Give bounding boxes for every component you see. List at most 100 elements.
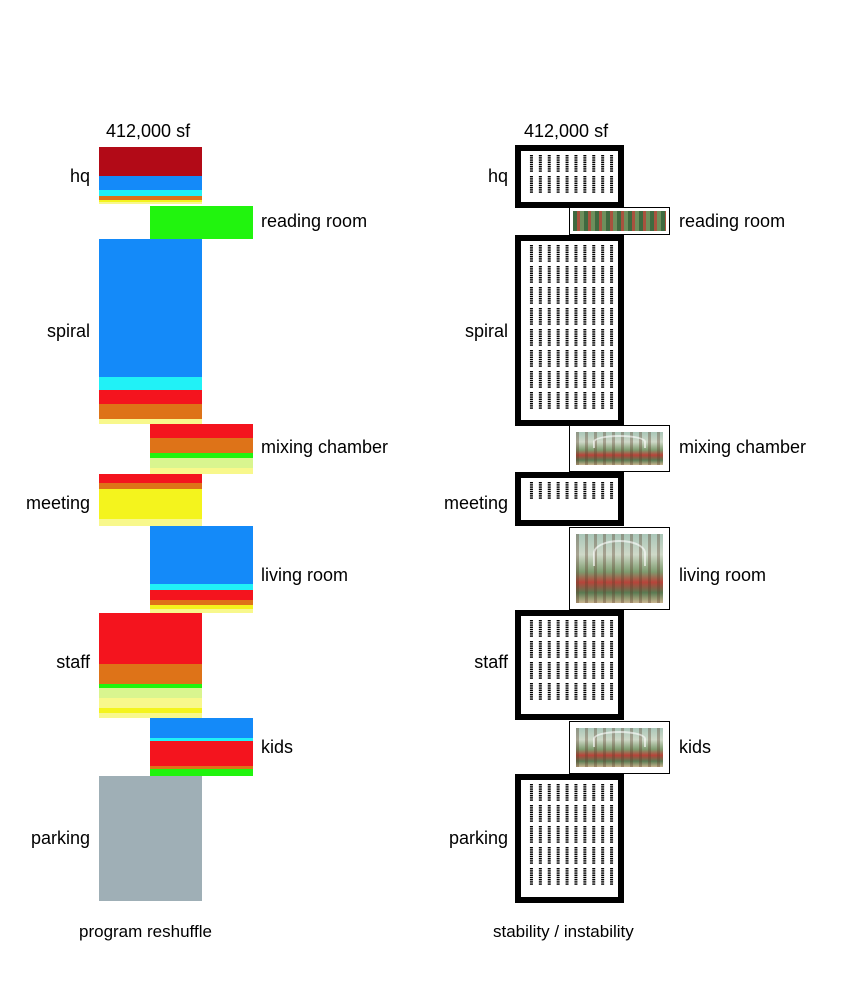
book-mark [574, 352, 578, 354]
book-mark [556, 694, 560, 696]
book-mark [592, 358, 596, 361]
book-mark [583, 696, 587, 698]
book-mark [610, 647, 614, 649]
book-mark [538, 675, 542, 677]
book-mark [601, 316, 605, 319]
book-mark [538, 698, 542, 700]
book-mark [556, 187, 560, 189]
book-mark [583, 170, 587, 172]
book-mark [538, 683, 542, 685]
book-mark [592, 249, 596, 251]
book-mark [538, 247, 542, 249]
book-mark [592, 251, 596, 253]
book-mark [583, 683, 587, 685]
book-mark [610, 685, 614, 687]
left-label-kids: kids [261, 737, 294, 757]
book-mark [538, 872, 542, 874]
book-mark [583, 256, 587, 258]
book-mark [538, 664, 542, 666]
book-mark [574, 662, 578, 664]
book-mark [610, 321, 614, 323]
book-mark [565, 820, 569, 822]
book-mark [583, 855, 587, 858]
book-mark [592, 302, 596, 304]
book-mark [574, 155, 578, 157]
book-mark [565, 310, 569, 312]
book-mark [610, 245, 614, 247]
book-mark [601, 834, 605, 837]
book-mark [574, 293, 578, 295]
book-mark [529, 876, 533, 879]
book-mark [592, 664, 596, 666]
book-mark [601, 176, 605, 178]
book-mark [592, 344, 596, 346]
book-mark [592, 851, 596, 853]
book-mark [556, 624, 560, 626]
hq-stripe [99, 147, 202, 176]
book-mark [556, 490, 560, 493]
book-mark [610, 340, 614, 342]
book-mark [538, 849, 542, 851]
book-mark [538, 377, 542, 379]
book-mark [565, 834, 569, 837]
mixing-chamber-stripe [150, 468, 253, 474]
book-mark [592, 790, 596, 792]
book-mark [529, 323, 533, 325]
book-mark [529, 270, 533, 272]
book-mark [601, 696, 605, 698]
book-mark [601, 497, 605, 499]
book-mark [592, 168, 596, 170]
book-mark [601, 155, 605, 157]
book-mark [610, 394, 614, 396]
book-mark [529, 788, 533, 790]
book-mark [583, 316, 587, 319]
book-mark [529, 373, 533, 375]
book-mark [556, 841, 560, 843]
book-mark [565, 344, 569, 346]
book-mark [592, 635, 596, 637]
book-mark [556, 184, 560, 187]
book-mark [610, 662, 614, 664]
book-mark [565, 274, 569, 277]
book-mark [547, 373, 551, 375]
book-mark [574, 683, 578, 685]
book-mark [601, 182, 605, 184]
book-mark [547, 482, 551, 484]
book-mark [538, 270, 542, 272]
book-mark [592, 170, 596, 172]
book-mark [529, 797, 533, 799]
book-mark [610, 641, 614, 643]
book-mark [574, 855, 578, 858]
book-mark [538, 289, 542, 291]
book-mark [547, 287, 551, 289]
book-mark [538, 816, 542, 818]
book-mark [547, 784, 551, 786]
book-mark [547, 879, 551, 881]
book-mark [529, 647, 533, 649]
book-mark [556, 649, 560, 652]
book-mark [601, 157, 605, 159]
book-mark [610, 855, 614, 858]
book-mark [565, 677, 569, 679]
book-mark [610, 482, 614, 484]
book-mark [547, 295, 551, 298]
book-mark [592, 662, 596, 664]
book-mark [538, 784, 542, 786]
book-mark [592, 293, 596, 295]
book-mark [583, 820, 587, 822]
book-mark [574, 159, 578, 161]
meeting-stripe [99, 489, 202, 519]
meeting-stripe [99, 474, 202, 483]
book-mark [592, 392, 596, 394]
book-mark [529, 784, 533, 786]
book-mark [592, 830, 596, 832]
book-mark [538, 631, 542, 633]
book-mark [592, 396, 596, 398]
book-mark [556, 879, 560, 881]
book-mark [565, 178, 569, 180]
right-label-reading-room: reading room [679, 211, 786, 231]
book-mark [610, 350, 614, 352]
book-mark [529, 277, 533, 279]
book-mark [565, 159, 569, 161]
staff-stripe [99, 613, 202, 664]
